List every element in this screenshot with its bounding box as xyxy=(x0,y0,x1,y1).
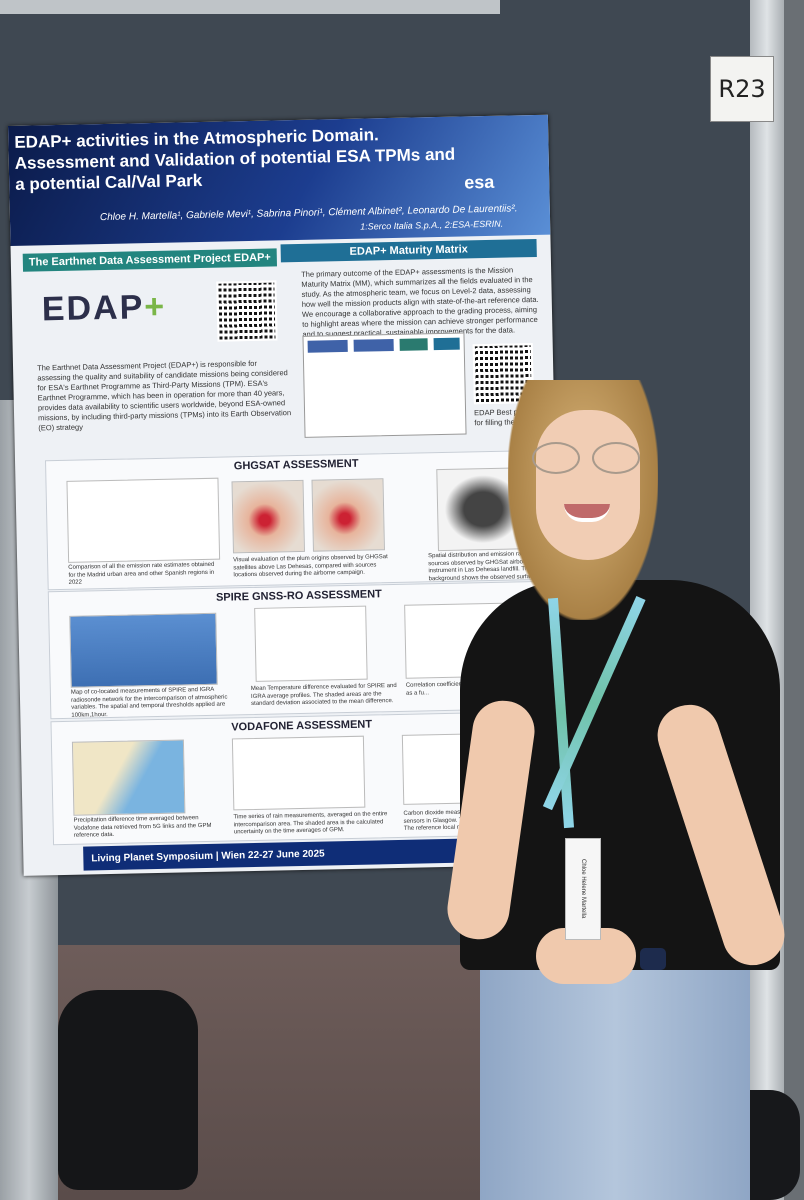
edap-logo: EDAP+ xyxy=(41,288,166,330)
qr-code-icon xyxy=(216,280,278,342)
plume-map-thumbnail xyxy=(231,479,305,554)
lanyard xyxy=(542,595,660,858)
face xyxy=(536,410,640,560)
temperature-profile-thumbnail xyxy=(254,605,368,682)
maturity-matrix-banner: EDAP+ Maturity Matrix xyxy=(280,238,537,263)
right-frame-pillar xyxy=(750,0,784,1200)
figure-caption: Precipitation difference time averaged b… xyxy=(73,815,212,839)
smartwatch-icon xyxy=(640,948,666,970)
booth-number-tag: R23 xyxy=(710,56,774,122)
board-top-frame xyxy=(0,0,500,14)
edap-project-banner: The Earthnet Data Assessment Project EDA… xyxy=(22,248,277,272)
maturity-matrix-paragraph: The primary outcome of the EDAP+ assessm… xyxy=(301,265,539,339)
world-map-thumbnail xyxy=(69,612,218,688)
poster-affiliations: 1:Serco Italia S.p.A., 2:ESA-ESRIN. xyxy=(360,218,504,232)
smile xyxy=(564,504,610,522)
emission-chart-thumbnail xyxy=(66,477,221,563)
plus-icon: + xyxy=(143,287,167,327)
precipitation-map-thumbnail xyxy=(71,739,186,816)
esa-logo: esa xyxy=(464,171,495,193)
figure-caption: Time series of rain measurements, averag… xyxy=(233,811,388,836)
poster-title: EDAP+ activities in the Atmospheric Doma… xyxy=(14,125,456,194)
presenter: Chloe Helene Martella xyxy=(440,380,793,1200)
intro-paragraph: The Earthnet Data Assessment Project (ED… xyxy=(36,358,292,433)
jeans xyxy=(480,960,750,1200)
figure-caption: Map of co-located measurements of SPIRE … xyxy=(70,686,228,719)
glasses-icon xyxy=(532,442,644,474)
name-badge: Chloe Helene Martella xyxy=(565,838,601,940)
edap-logo-text: EDAP xyxy=(41,288,145,329)
rain-timeseries-thumbnail xyxy=(231,735,366,811)
figure-caption: Visual evaluation of the plum origins ob… xyxy=(233,554,388,579)
figure-caption: Mean Temperature difference evaluated fo… xyxy=(250,682,397,708)
backpack xyxy=(58,990,198,1190)
plume-map-thumbnail-2 xyxy=(311,478,385,552)
figure-caption: Comparison of all the emission rate esti… xyxy=(68,561,215,586)
poster-header: EDAP+ activities in the Atmospheric Doma… xyxy=(8,114,551,246)
background-hall xyxy=(784,0,804,1200)
